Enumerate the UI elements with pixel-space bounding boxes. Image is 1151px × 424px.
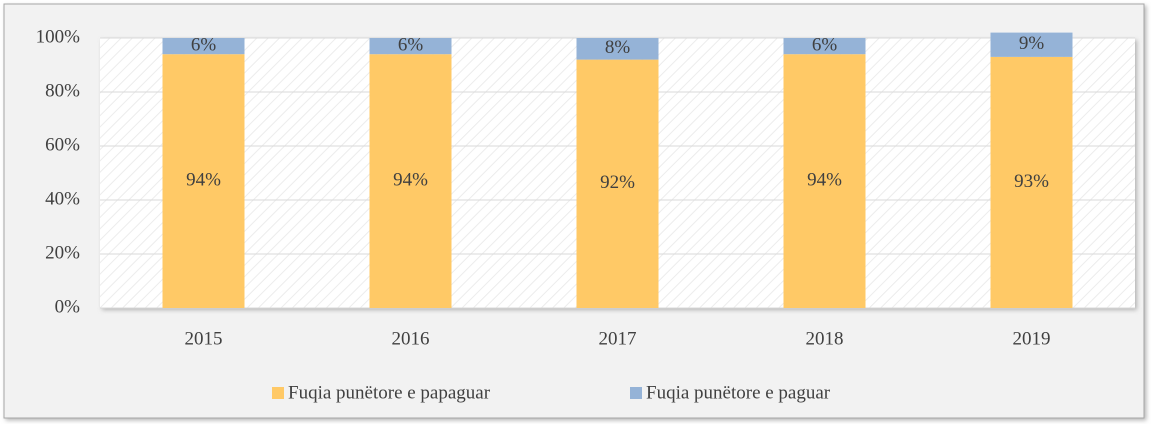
x-tick-label: 2019	[1013, 328, 1051, 349]
legend-label: Fuqia punëtore e papaguar	[288, 382, 491, 403]
bar-segment	[990, 32, 1073, 57]
y-tick-label: 60%	[45, 134, 80, 155]
legend-swatch	[630, 387, 642, 399]
value-label: 92%	[600, 172, 635, 193]
bar-segment	[162, 54, 245, 309]
value-label: 6%	[812, 34, 838, 55]
bar-segment	[576, 38, 659, 60]
value-label: 8%	[605, 37, 631, 58]
bar-segment	[576, 59, 659, 308]
legend-label: Fuqia punëtore e paguar	[646, 382, 831, 403]
y-tick-label: 20%	[45, 242, 80, 263]
y-tick-label: 0%	[55, 296, 81, 317]
y-tick-label: 100%	[36, 26, 81, 47]
value-label: 94%	[393, 169, 428, 190]
value-label: 6%	[191, 34, 217, 55]
value-label: 9%	[1019, 33, 1045, 54]
x-tick-label: 2015	[185, 328, 223, 349]
bar-segment	[783, 54, 866, 309]
y-tick-label: 40%	[45, 188, 80, 209]
value-label: 94%	[807, 169, 842, 190]
x-tick-label: 2016	[392, 328, 430, 349]
bar-segment	[783, 38, 866, 55]
bar-segment	[369, 54, 452, 309]
x-tick-label: 2018	[806, 328, 844, 349]
value-label: 6%	[398, 34, 424, 55]
bar-segment	[990, 56, 1073, 309]
x-tick-label: 2017	[599, 328, 637, 349]
y-tick-label: 80%	[45, 80, 80, 101]
bar-segment	[369, 38, 452, 55]
value-label: 93%	[1014, 171, 1049, 192]
legend-swatch	[272, 387, 284, 399]
value-label: 94%	[186, 169, 221, 190]
bar-segment	[162, 38, 245, 55]
